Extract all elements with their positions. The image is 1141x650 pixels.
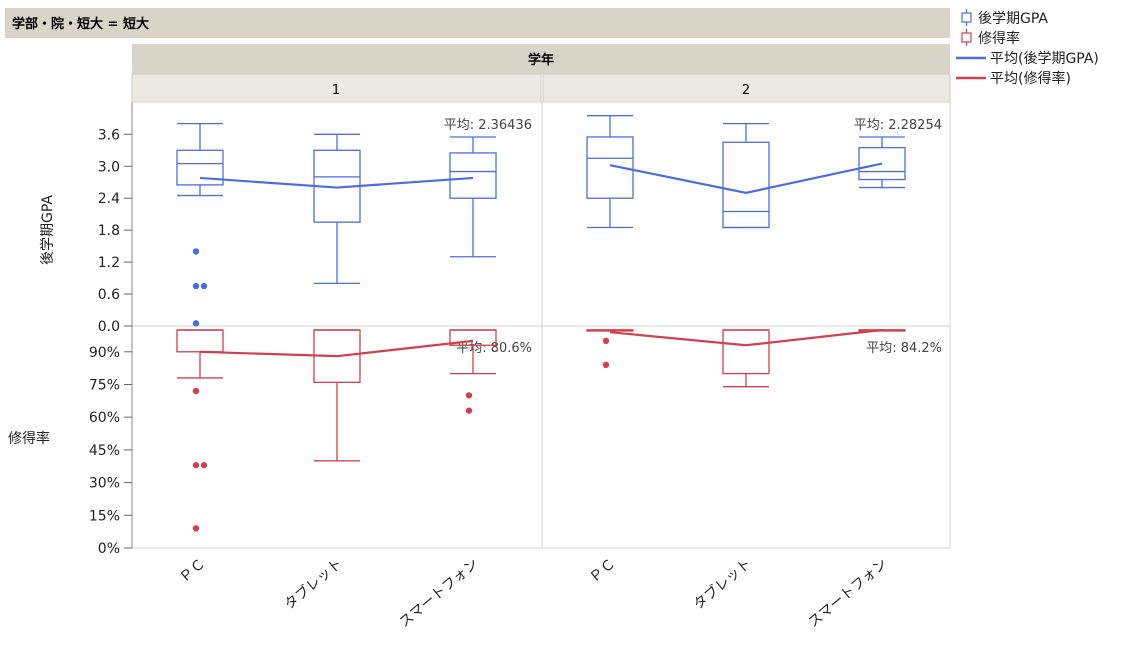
rate-tick-label: 45%: [89, 443, 120, 459]
category-label: スマートフォン: [806, 556, 891, 631]
legend-label: 後学期GPA: [978, 11, 1048, 27]
legend-label: 修得率: [978, 30, 1020, 47]
filter-title: 学部・院・短大 = 短大: [12, 16, 149, 32]
gpa-axis-title: 後学期GPA: [40, 195, 56, 265]
panel1-gpa-1-outlier: [192, 282, 200, 290]
legend-label: 平均(後学期GPA): [990, 51, 1099, 67]
gpa-tick-label: 2.4: [98, 191, 120, 207]
panel1-rate-1-outlier: [192, 525, 200, 532]
panel2-rate-mean-line: [609, 328, 883, 347]
panel1-rate-1-outlier: [192, 387, 200, 395]
rate-tick-label: 30%: [89, 476, 120, 492]
panel1-gpa-mean-line: [199, 176, 474, 189]
gpa-tick-label: 0.0: [98, 319, 120, 335]
plot-frame: [131, 101, 951, 549]
panel1-rate-1-outlier: [200, 461, 208, 469]
category-label: ＰＣ: [177, 556, 209, 586]
category-label: タブレット: [281, 555, 346, 613]
panel1-rate-mean-line: [199, 339, 474, 358]
legend-box-swatch: [961, 12, 972, 23]
panel2-gpa-2-box: [722, 141, 770, 229]
panel2-gpa-mean-line: [609, 162, 883, 194]
panel-header-1-label: 1: [332, 83, 340, 98]
panel2-rate-1-outlier: [602, 337, 610, 345]
panel1-rate-mean-label: 平均: 80.6%: [456, 341, 532, 356]
chart-marks: [176, 115, 906, 532]
filter-title-bar: [5, 8, 950, 38]
panel1-gpa-1-outlier: [192, 248, 200, 255]
panel1-gpa-1-outlier: [192, 320, 200, 327]
panel-header-2: [542, 73, 951, 103]
axis-ticks: 0.0 0.6 1.2 1.8 2.4 3.0 3.6 0% 15% 30% 45% 60% 75% 90…: [89, 127, 132, 557]
legend-box-swatch: [961, 32, 972, 43]
category-labels: ＰＣ タブレット スマートフォン ＰＣ タブレット スマートフォン: [177, 555, 891, 631]
panel1-gpa-1-box: [176, 149, 224, 186]
gpa-tick-label: 0.6: [98, 287, 120, 303]
panel2-rate-1-outlier: [602, 361, 610, 369]
group-header-label: 学年: [528, 52, 554, 68]
panel-header-2-label: 2: [742, 83, 750, 98]
gpa-tick-label: 1.8: [98, 223, 120, 239]
rate-tick-label: 15%: [89, 508, 120, 524]
group-header: [132, 44, 950, 74]
panel1-gpa-1-outlier: [200, 282, 208, 290]
category-label: スマートフォン: [397, 556, 482, 631]
panel1-rate-3-outlier: [465, 392, 473, 399]
panel2-gpa-1-box: [586, 136, 634, 199]
panel1-gpa-mean-label: 平均: 2.36436: [444, 118, 532, 133]
rate-tick-label: 90%: [89, 345, 120, 361]
panel1-rate-3-outlier: [465, 407, 473, 414]
category-label: タブレット: [690, 555, 755, 613]
rate-tick-label: 60%: [89, 410, 120, 426]
rate-tick-label: 75%: [89, 378, 120, 394]
panel2-gpa-mean-label: 平均: 2.28254: [854, 118, 942, 133]
legend-label: 平均(修得率): [990, 70, 1071, 87]
panel2-rate-mean-label: 平均: 84.2%: [866, 341, 942, 356]
panel1-gpa-3-box: [449, 152, 497, 199]
gpa-tick-label: 3.0: [98, 159, 120, 175]
panel1-rate-1-outlier: [192, 461, 200, 469]
rate-tick-label: 0%: [98, 541, 120, 557]
gpa-tick-label: 1.2: [98, 255, 120, 271]
panel2-gpa-3-box: [858, 146, 906, 181]
rate-axis-title: 修得率: [8, 430, 50, 447]
gpa-tick-label: 3.6: [98, 127, 120, 143]
category-label: ＰＣ: [587, 556, 619, 586]
